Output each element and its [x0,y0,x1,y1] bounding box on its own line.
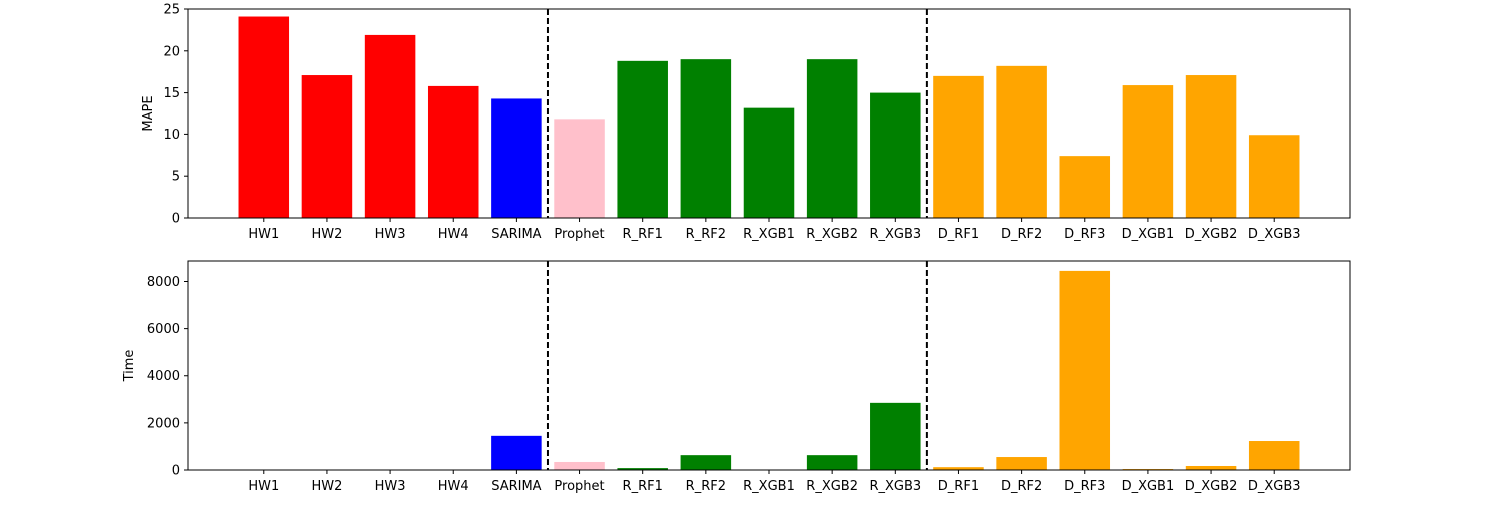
bar-R_XGB3 [870,403,921,470]
x-tick-label: R_RF2 [686,227,726,242]
x-tick-label: HW4 [438,227,469,242]
y-axis-label: Time [122,350,137,383]
y-tick-label: 4000 [147,369,180,384]
x-tick-label: D_RF3 [1064,479,1105,494]
bar-HW2 [302,75,353,218]
bar-D_RF2 [996,66,1047,218]
bar-R_XGB2 [807,59,858,218]
x-tick-label: HW1 [248,479,279,494]
x-tick-label: D_RF3 [1064,227,1105,242]
x-tick-label: R_XGB1 [743,227,795,242]
y-tick-label: 10 [163,128,180,143]
x-tick-label: Prophet [554,227,604,242]
bar-R_XGB3 [870,93,921,218]
y-tick-label: 2000 [147,416,180,431]
axes-frame [188,261,1350,470]
bar-D_RF1 [933,76,984,218]
y-tick-label: 15 [163,86,180,101]
x-tick-label: D_RF2 [1001,479,1042,494]
bar-HW3 [365,35,416,218]
bar-R_RF2 [681,59,732,218]
x-tick-label: HW1 [248,227,279,242]
y-tick-label: 0 [172,464,180,479]
y-tick-label: 5 [172,170,180,185]
x-tick-label: SARIMA [491,227,541,242]
x-tick-label: D_XGB3 [1248,227,1301,242]
y-tick-label: 8000 [147,275,180,290]
bar-Prophet [554,462,605,470]
x-tick-label: D_RF1 [938,227,979,242]
bar-D_XGB3 [1249,135,1300,218]
time-chart: 0 2000 4000 6000 8000 HW1 HW2 HW3 HW4 SARIMA Proph… [122,261,1350,494]
bar-HW4 [428,86,479,218]
x-tick-label: D_RF2 [1001,227,1042,242]
x-tick-label: Prophet [554,479,604,494]
bar-R_RF1 [617,61,668,218]
x-tick-label: HW2 [311,227,342,242]
x-tick-label: D_XGB1 [1122,479,1175,494]
bar-D_XGB2 [1186,466,1237,470]
mape-chart: 0 5 10 15 20 25 HW1 HW2 HW3 HW4 SARIMA Prophet R_RF1… [141,3,1350,243]
bar-D_XGB3 [1249,441,1300,470]
x-tick-label: R_RF2 [686,479,726,494]
x-tick-label: R_XGB2 [806,479,858,494]
bar-R_XGB1 [744,108,795,218]
x-tick-label: R_XGB3 [869,479,921,494]
x-tick-label: R_XGB1 [743,479,795,494]
bar-D_RF3 [1060,271,1111,470]
x-tick-label: D_XGB2 [1185,227,1238,242]
bar-Prophet [554,119,605,218]
bar-D_RF2 [996,457,1047,470]
y-tick-label: 20 [163,44,180,59]
x-tick-label: R_XGB3 [869,227,921,242]
y-axis-label: MAPE [141,95,156,131]
x-tick-label: R_RF1 [623,227,663,242]
x-tick-label: D_XGB3 [1248,479,1301,494]
x-tick-label: HW3 [375,227,406,242]
x-tick-label: D_XGB1 [1122,227,1175,242]
x-tick-label: R_RF1 [623,479,663,494]
bar-R_XGB2 [807,455,858,470]
x-tick-label: D_XGB2 [1185,479,1238,494]
bar-SARIMA [491,436,542,470]
bar-D_RF3 [1060,156,1111,218]
x-tick-label: HW4 [438,479,469,494]
bar-HW1 [239,17,290,218]
y-tick-label: 0 [172,212,180,227]
y-tick-label: 6000 [147,322,180,337]
bar-R_RF2 [681,455,732,470]
bar-SARIMA [491,98,542,218]
bar-D_XGB2 [1186,75,1237,218]
y-tick-label: 25 [163,3,180,18]
x-tick-label: HW3 [375,479,406,494]
x-tick-label: HW2 [311,479,342,494]
bar-D_XGB1 [1123,85,1174,218]
x-tick-label: SARIMA [491,479,541,494]
x-tick-label: R_XGB2 [806,227,858,242]
x-tick-label: D_RF1 [938,479,979,494]
